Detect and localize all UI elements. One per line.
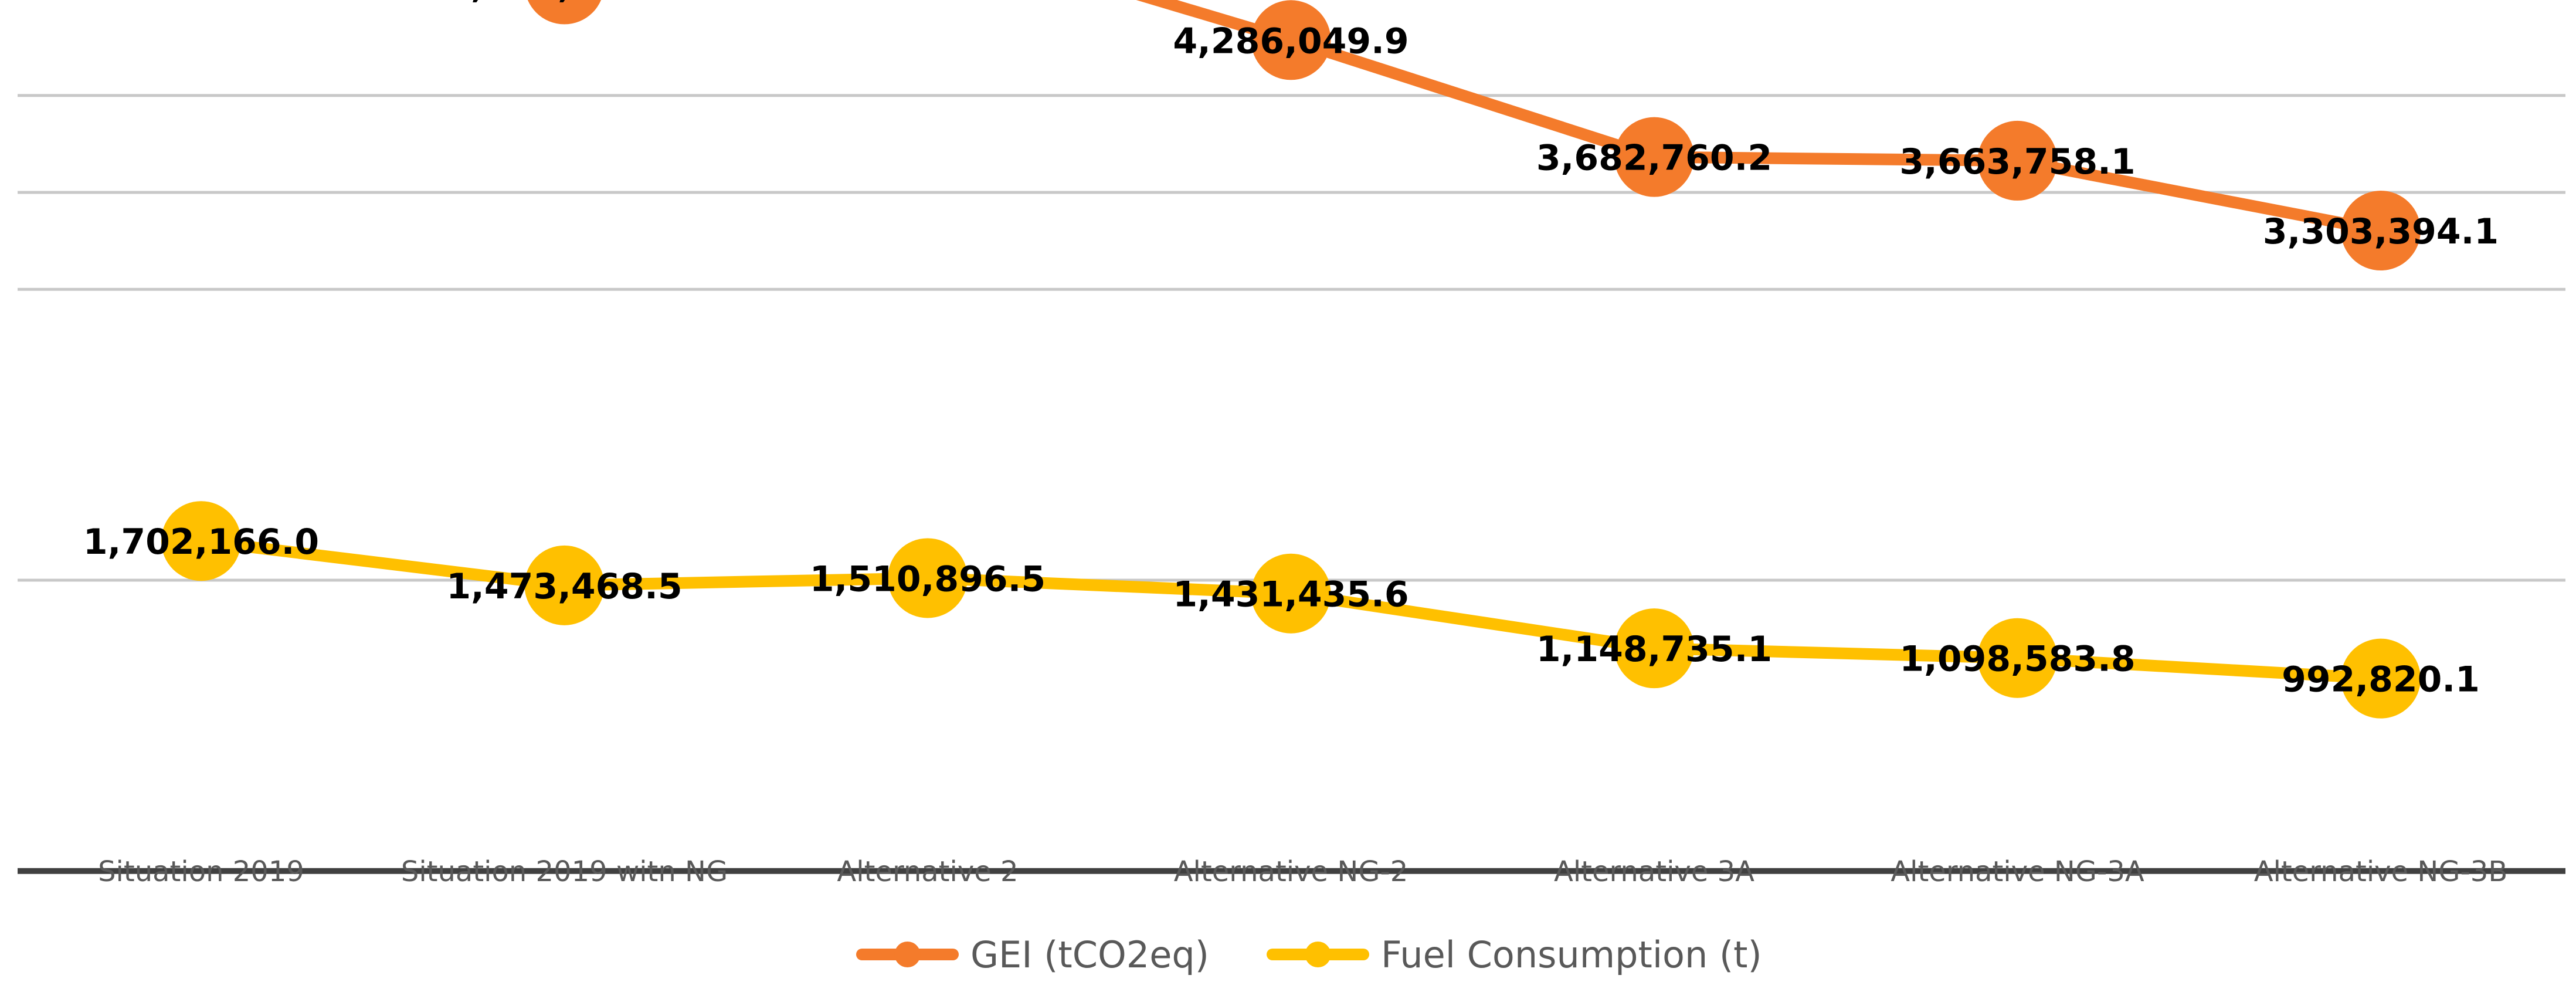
data-point (527, 0, 602, 25)
legend-label: GEI (tCO2eq) (970, 933, 1209, 976)
data-point (1614, 608, 1694, 689)
category-label: Alternative NG-3B (2254, 855, 2508, 888)
data-label: 1,510,896.5 (810, 558, 1046, 600)
data-point (161, 501, 241, 581)
data-label: 1,098,583.8 (1899, 639, 2135, 680)
data-label: 992,820.1 (2282, 659, 2480, 700)
data-point (524, 545, 605, 625)
data-label: 1,148,735.1 (1536, 629, 1772, 670)
category-label: Alternative NG-3A (1891, 855, 2144, 888)
data-label: 3,682,760.2 (1536, 138, 1772, 179)
data-labels: 5,454,911.04,573,053.34,844,887.74,286,0… (83, 0, 2499, 700)
data-point (888, 538, 968, 618)
data-point (1251, 0, 1331, 80)
x-axis: Situation 2019 Situation 2019 witn NG Alte… (98, 855, 2507, 888)
data-label: 4,573,053.3 (446, 0, 682, 6)
data-label: 3,663,758.1 (1899, 141, 2135, 182)
data-label: 3,303,394.1 (2263, 211, 2499, 252)
data-label: 1,431,435.6 (1173, 574, 1409, 615)
category-label: Alternative 3A (1554, 855, 1754, 888)
category-label: Alternative NG-2 (1174, 855, 1409, 888)
data-point (1251, 553, 1331, 634)
data-point (2341, 191, 2421, 271)
legend-swatch-marker (1305, 942, 1331, 967)
data-markers (161, 0, 2421, 719)
data-point (1977, 618, 2058, 698)
legend-label: Fuel Consumption (t) (1381, 933, 1762, 976)
data-point (1614, 117, 1694, 197)
data-point (1977, 120, 2058, 201)
data-label: 4,286,049.9 (1173, 21, 1409, 62)
data-label: 1,473,468.5 (446, 566, 682, 607)
legend-swatch-marker (894, 942, 921, 967)
category-label: Alternative 2 (837, 855, 1018, 888)
category-label: Situation 2019 witn NG (401, 855, 728, 888)
data-label: 1,702,166.0 (83, 522, 319, 563)
gridlines (18, 0, 2565, 874)
legend: GEI (tCO2eq) Fuel Consumption (t) (856, 933, 1762, 976)
category-label: Situation 2019 (98, 855, 304, 888)
data-point (2341, 638, 2421, 719)
